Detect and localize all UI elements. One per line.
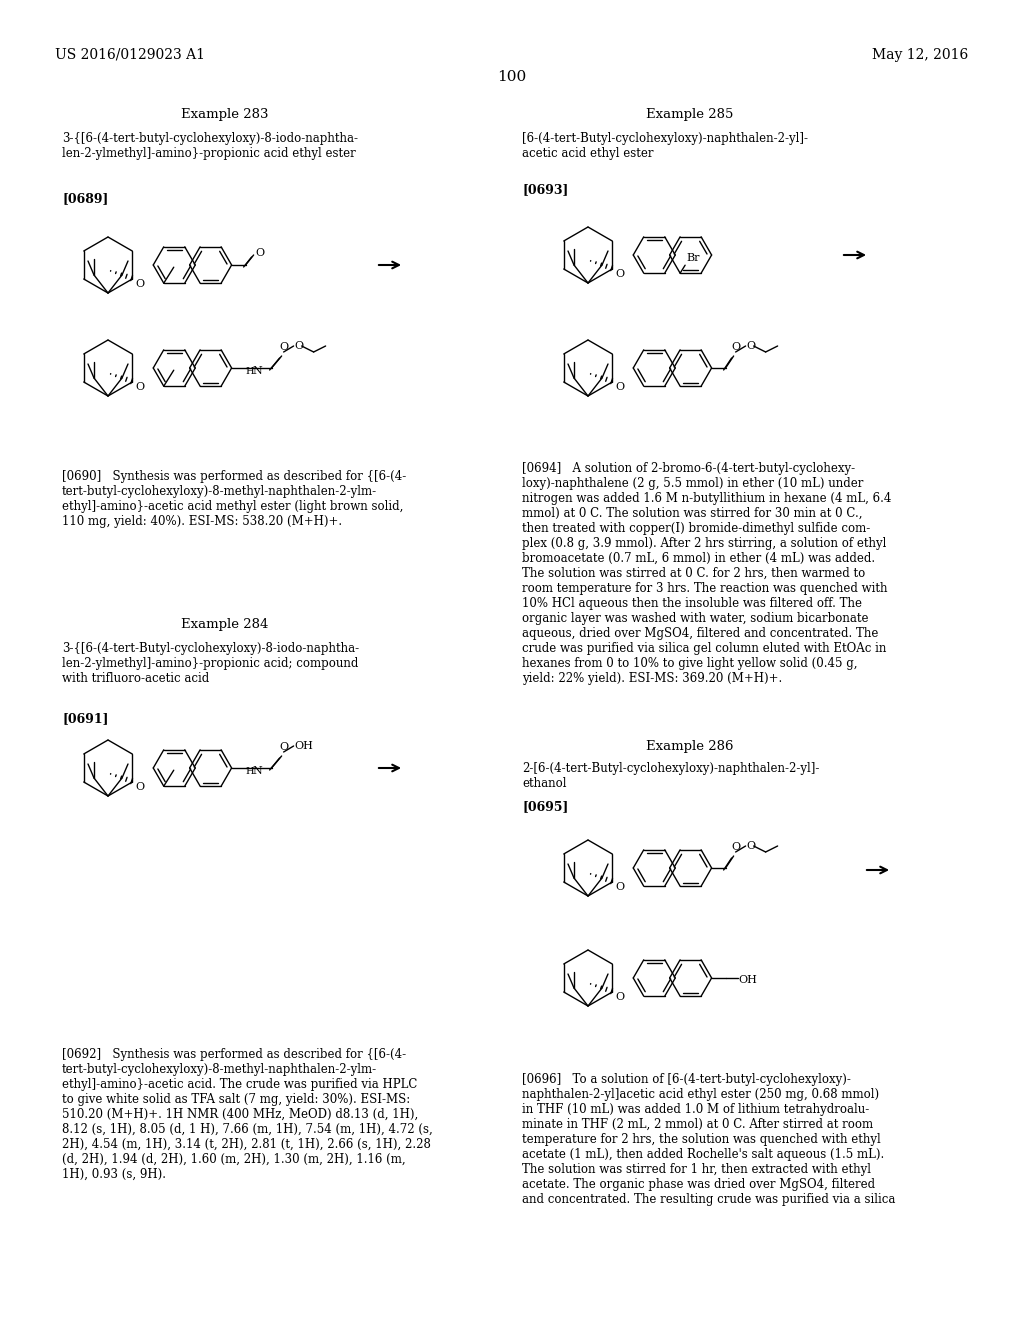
Text: 3-{[6-(4-tert-Butyl-cyclohexyloxy)-8-iodo-naphtha-
len-2-ylmethyl]-amino}-propio: 3-{[6-(4-tert-Butyl-cyclohexyloxy)-8-iod…: [62, 642, 359, 685]
Text: [0692]   Synthesis was performed as described for {[6-(4-
tert-butyl-cyclohexylo: [0692] Synthesis was performed as descri…: [62, 1048, 433, 1181]
Text: [0693]: [0693]: [522, 183, 568, 195]
Text: O: O: [135, 781, 144, 792]
Text: O: O: [615, 993, 625, 1002]
Text: N: N: [253, 366, 262, 376]
Text: O: O: [731, 342, 740, 352]
Text: O: O: [135, 381, 144, 392]
Text: O: O: [280, 742, 288, 752]
Text: [0696]   To a solution of [6-(4-tert-butyl-cyclohexyloxy)-
naphthalen-2-yl]aceti: [0696] To a solution of [6-(4-tert-butyl…: [522, 1073, 895, 1206]
Text: O: O: [135, 279, 144, 289]
Text: [0690]   Synthesis was performed as described for {[6-(4-
tert-butyl-cyclohexylo: [0690] Synthesis was performed as descri…: [62, 470, 407, 528]
Text: Example 284: Example 284: [181, 618, 268, 631]
Text: O: O: [746, 841, 756, 851]
Text: O: O: [615, 882, 625, 892]
Text: H: H: [246, 767, 254, 776]
Text: O: O: [615, 269, 625, 279]
Text: [0691]: [0691]: [62, 711, 109, 725]
Text: O: O: [295, 341, 304, 351]
Text: O: O: [731, 842, 740, 851]
Text: O: O: [280, 342, 288, 352]
Text: O: O: [615, 381, 625, 392]
Text: OH: OH: [295, 741, 313, 751]
Text: Br: Br: [686, 253, 699, 263]
Text: Example 285: Example 285: [646, 108, 733, 121]
Text: Example 283: Example 283: [181, 108, 268, 121]
Text: May 12, 2016: May 12, 2016: [871, 48, 968, 62]
Text: O: O: [746, 341, 756, 351]
Text: H: H: [246, 367, 254, 375]
Text: [0695]: [0695]: [522, 800, 568, 813]
Text: 2-[6-(4-tert-Butyl-cyclohexyloxy)-naphthalen-2-yl]-
ethanol: 2-[6-(4-tert-Butyl-cyclohexyloxy)-naphth…: [522, 762, 819, 789]
Text: 100: 100: [498, 70, 526, 84]
Text: N: N: [253, 766, 262, 776]
Text: [0689]: [0689]: [62, 191, 109, 205]
Text: O: O: [256, 248, 265, 257]
Text: [0694]   A solution of 2-bromo-6-(4-tert-butyl-cyclohexy-
loxy)-naphthalene (2 g: [0694] A solution of 2-bromo-6-(4-tert-b…: [522, 462, 891, 685]
Text: [6-(4-tert-Butyl-cyclohexyloxy)-naphthalen-2-yl]-
acetic acid ethyl ester: [6-(4-tert-Butyl-cyclohexyloxy)-naphthal…: [522, 132, 808, 160]
Text: 3-{[6-(4-tert-butyl-cyclohexyloxy)-8-iodo-naphtha-
len-2-ylmethyl]-amino}-propio: 3-{[6-(4-tert-butyl-cyclohexyloxy)-8-iod…: [62, 132, 358, 160]
Text: OH: OH: [738, 975, 758, 985]
Text: US 2016/0129023 A1: US 2016/0129023 A1: [55, 48, 205, 62]
Text: Example 286: Example 286: [646, 741, 734, 752]
